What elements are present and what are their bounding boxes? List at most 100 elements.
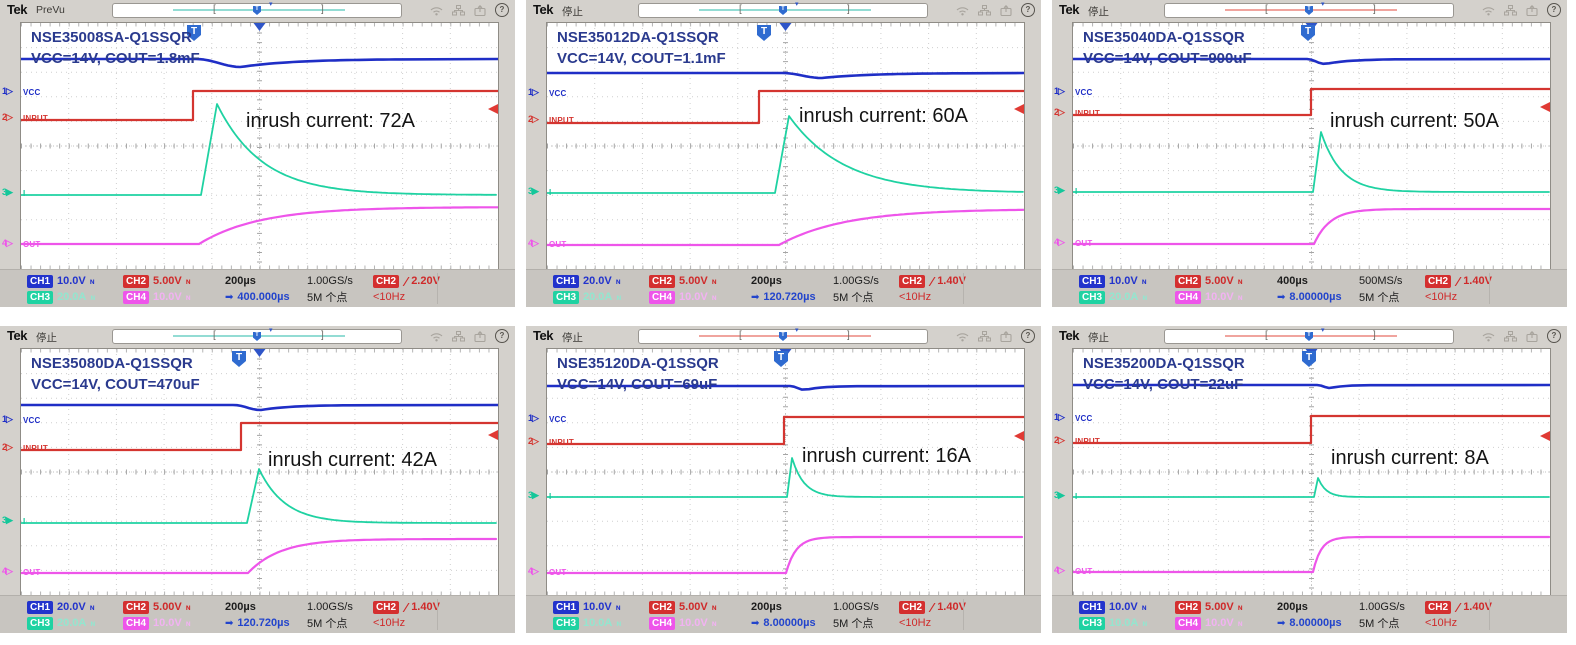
help-icon[interactable]: ? — [1021, 3, 1035, 17]
horizontal-position-bar[interactable]: [ ] T ▾ — [638, 1, 928, 18]
ch4-ground-marker[interactable]: 4▷ — [2, 566, 13, 576]
ch4-ground-marker[interactable]: 4▷ — [528, 238, 539, 248]
ch4-badge[interactable]: CH4 — [123, 616, 150, 630]
trigger-position-mini-flag[interactable]: T — [1305, 6, 1313, 15]
trigger-source-badge[interactable]: CH2 — [373, 600, 400, 614]
ch2-badge[interactable]: CH2 — [123, 274, 150, 288]
delay-value[interactable]: 8.00000µs — [1289, 291, 1342, 303]
ch3-badge[interactable]: CH3 — [553, 616, 580, 630]
trigger-level[interactable]: 1.40V — [937, 601, 966, 613]
ch3-ground-marker[interactable]: 3▶ — [2, 187, 13, 197]
ch3-ground-marker[interactable]: 3▶ — [528, 186, 539, 196]
trigger-flag[interactable]: T — [757, 25, 771, 41]
export-icon[interactable] — [1526, 330, 1538, 342]
ch3-badge[interactable]: CH3 — [27, 290, 54, 304]
ch2-badge[interactable]: CH2 — [649, 274, 676, 288]
trigger-position-mini-flag[interactable]: T — [779, 332, 787, 341]
trigger-flag[interactable]: T — [232, 351, 246, 367]
export-icon[interactable] — [474, 330, 486, 342]
horizontal-position-bar[interactable]: [ ] T ▾ — [1164, 327, 1454, 344]
trigger-position-mini-flag[interactable]: T — [1305, 332, 1313, 341]
help-icon[interactable]: ? — [495, 3, 509, 17]
trigger-source-badge[interactable]: CH2 — [1425, 600, 1452, 614]
trigger-flag[interactable]: T — [1302, 351, 1316, 367]
wifi-icon[interactable] — [430, 5, 443, 16]
network-icon[interactable] — [1504, 330, 1517, 342]
network-icon[interactable] — [1504, 4, 1517, 16]
timebase[interactable]: 200µs — [1277, 601, 1308, 613]
wifi-icon[interactable] — [430, 331, 443, 342]
export-icon[interactable] — [474, 4, 486, 16]
ch2-ground-marker[interactable]: 2▷ — [2, 442, 13, 452]
trigger-position-mini-flag[interactable]: T — [253, 332, 261, 341]
trigger-source-badge[interactable]: CH2 — [1425, 274, 1452, 288]
wifi-icon[interactable] — [1482, 331, 1495, 342]
trigger-level[interactable]: 1.40V — [1463, 275, 1492, 287]
wifi-icon[interactable] — [956, 331, 969, 342]
ch4-badge[interactable]: CH4 — [1175, 290, 1202, 304]
ch1-badge[interactable]: CH1 — [27, 274, 54, 288]
export-icon[interactable] — [1000, 4, 1012, 16]
help-icon[interactable]: ? — [1547, 3, 1561, 17]
ch3-badge[interactable]: CH3 — [553, 290, 580, 304]
ch1-ground-marker[interactable]: 1▷ — [528, 87, 539, 97]
ch1-badge[interactable]: CH1 — [27, 600, 54, 614]
delay-value[interactable]: 8.00000µs — [1289, 617, 1342, 629]
ch2-ground-marker[interactable]: 2▷ — [1054, 107, 1065, 117]
timebase[interactable]: 200µs — [751, 601, 782, 613]
ch3-ground-marker[interactable]: 3▶ — [528, 490, 539, 500]
trigger-level[interactable]: 2.20V — [411, 275, 440, 287]
ch2-badge[interactable]: CH2 — [1175, 274, 1202, 288]
timebase[interactable]: 200µs — [225, 601, 256, 613]
ch2-ground-marker[interactable]: 2▷ — [528, 436, 539, 446]
network-icon[interactable] — [978, 330, 991, 342]
timebase[interactable]: 400µs — [1277, 275, 1308, 287]
ch4-ground-marker[interactable]: 4▷ — [1054, 237, 1065, 247]
trigger-source-badge[interactable]: CH2 — [373, 274, 400, 288]
horizontal-position-bar[interactable]: [ ] T ▾ — [112, 327, 402, 344]
ch2-ground-marker[interactable]: 2▷ — [528, 114, 539, 124]
ch3-ground-marker[interactable]: 3▶ — [1054, 490, 1065, 500]
ch4-badge[interactable]: CH4 — [1175, 616, 1202, 630]
trigger-source-badge[interactable]: CH2 — [899, 600, 926, 614]
delay-value[interactable]: 400.000µs — [237, 291, 290, 303]
help-icon[interactable]: ? — [1021, 329, 1035, 343]
trigger-level[interactable]: 1.40V — [411, 601, 440, 613]
horizontal-position-bar[interactable]: [ ] T ▾ — [112, 1, 402, 18]
ch1-ground-marker[interactable]: 1▷ — [2, 414, 13, 424]
ch1-ground-marker[interactable]: 1▷ — [1054, 86, 1065, 96]
trigger-position-mini-flag[interactable]: T — [779, 6, 787, 15]
export-icon[interactable] — [1526, 4, 1538, 16]
help-icon[interactable]: ? — [495, 329, 509, 343]
export-icon[interactable] — [1000, 330, 1012, 342]
network-icon[interactable] — [978, 4, 991, 16]
ch2-badge[interactable]: CH2 — [123, 600, 150, 614]
ch2-ground-marker[interactable]: 2▷ — [1054, 435, 1065, 445]
trigger-source-badge[interactable]: CH2 — [899, 274, 926, 288]
delay-value[interactable]: 8.00000µs — [763, 617, 816, 629]
horizontal-position-bar[interactable]: [ ] T ▾ — [1164, 1, 1454, 18]
network-icon[interactable] — [452, 330, 465, 342]
ch4-ground-marker[interactable]: 4▷ — [2, 238, 13, 248]
ch1-badge[interactable]: CH1 — [553, 274, 580, 288]
ch2-badge[interactable]: CH2 — [1175, 600, 1202, 614]
delay-value[interactable]: 120.720µs — [237, 617, 290, 629]
wifi-icon[interactable] — [956, 5, 969, 16]
trigger-level[interactable]: 1.40V — [937, 275, 966, 287]
trigger-flag[interactable]: T — [187, 25, 201, 41]
delay-value[interactable]: 120.720µs — [763, 291, 816, 303]
horizontal-position-bar[interactable]: [ ] T ▾ — [638, 327, 928, 344]
timebase[interactable]: 200µs — [751, 275, 782, 287]
ch4-ground-marker[interactable]: 4▷ — [528, 566, 539, 576]
ch4-badge[interactable]: CH4 — [649, 616, 676, 630]
ch1-ground-marker[interactable]: 1▷ — [528, 413, 539, 423]
ch2-ground-marker[interactable]: 2▷ — [2, 112, 13, 122]
ch4-badge[interactable]: CH4 — [649, 290, 676, 304]
ch3-badge[interactable]: CH3 — [27, 616, 54, 630]
trigger-flag[interactable]: T — [774, 351, 788, 367]
ch1-badge[interactable]: CH1 — [553, 600, 580, 614]
ch4-ground-marker[interactable]: 4▷ — [1054, 565, 1065, 575]
ch1-badge[interactable]: CH1 — [1079, 274, 1106, 288]
trigger-flag[interactable]: T — [1301, 25, 1315, 41]
ch1-ground-marker[interactable]: 1▷ — [1054, 412, 1065, 422]
